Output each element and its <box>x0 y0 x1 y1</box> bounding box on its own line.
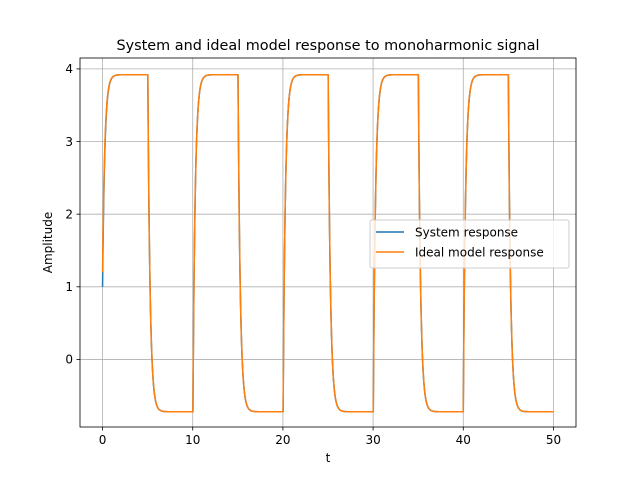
chart-title: System and ideal model response to monoh… <box>117 38 540 54</box>
axes-frame <box>79 57 577 428</box>
series-line-1 <box>101 73 555 413</box>
x-tick-label: 10 <box>185 433 200 447</box>
legend-box <box>369 219 570 269</box>
x-tick-label: 0 <box>99 433 107 447</box>
x-axis-label: t <box>326 451 331 465</box>
y-tick-label: 2 <box>65 207 73 221</box>
x-tick-label: 20 <box>275 433 290 447</box>
x-ticks: 0 10 20 30 40 50 <box>99 427 561 447</box>
y-tick-label: 4 <box>65 62 73 76</box>
y-ticks: 0 1 2 3 4 <box>65 62 80 367</box>
y-tick-label: 0 <box>65 353 73 367</box>
y-tick-label: 3 <box>65 135 73 149</box>
x-tick-label: 30 <box>365 433 380 447</box>
y-tick-label: 1 <box>65 280 73 294</box>
legend-label-0: System response <box>415 226 518 240</box>
y-axis-label: Amplitude <box>41 212 55 274</box>
legend-label-1: Ideal model response <box>415 246 544 260</box>
x-tick-label: 50 <box>546 433 561 447</box>
legend: System response Ideal model response <box>369 219 570 269</box>
x-tick-label: 40 <box>456 433 471 447</box>
series-lines <box>101 73 555 413</box>
